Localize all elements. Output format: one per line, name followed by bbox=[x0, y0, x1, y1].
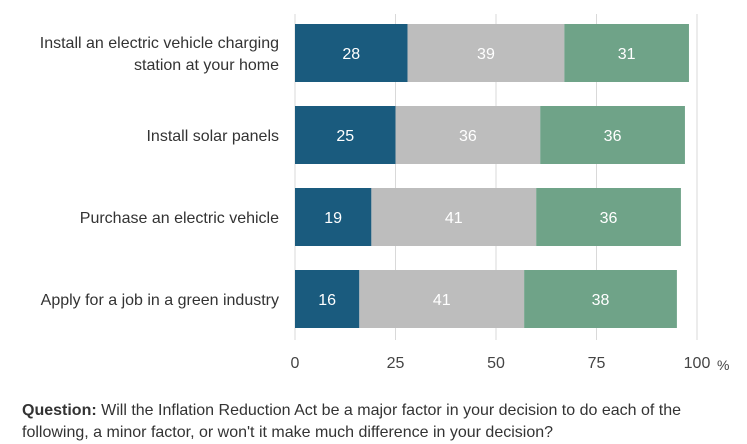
data-label: 16 bbox=[318, 292, 336, 309]
x-tick-label: 50 bbox=[487, 355, 505, 372]
x-unit-label: % bbox=[717, 357, 729, 373]
data-label: 25 bbox=[336, 128, 354, 145]
stacked-bar-chart: 28 39 31 25 36 36 19 41 36 16 41 38 Install an elec… bbox=[40, 14, 730, 373]
question-label: Question: bbox=[22, 402, 97, 419]
data-label: 36 bbox=[459, 128, 477, 145]
bar-segment bbox=[540, 106, 685, 164]
question-text-2: following, a minor factor, or won't it m… bbox=[22, 424, 554, 441]
category-labels: Install an electric vehicle charging stat… bbox=[40, 35, 279, 309]
data-label: 36 bbox=[604, 128, 622, 145]
x-tick-label: 0 bbox=[291, 355, 300, 372]
data-label: 39 bbox=[477, 46, 495, 63]
bar-segment bbox=[564, 24, 689, 82]
bars: 28 39 31 25 36 36 19 41 36 16 41 38 bbox=[295, 24, 689, 328]
data-label: 36 bbox=[600, 210, 618, 227]
data-label: 31 bbox=[618, 46, 636, 63]
data-label: 19 bbox=[324, 210, 342, 227]
x-tick-labels: 0 25 50 75 100% bbox=[291, 355, 730, 373]
question-note: Question: Will the Inflation Reduction A… bbox=[22, 400, 722, 444]
category-label: Apply for a job in a green industry bbox=[41, 292, 279, 309]
bar-segment bbox=[295, 188, 372, 246]
bar-segment bbox=[395, 106, 541, 164]
bar-segment bbox=[536, 188, 681, 246]
category-label: Install an electric vehicle charging bbox=[40, 35, 279, 52]
bar-segment bbox=[407, 24, 565, 82]
data-label: 28 bbox=[342, 46, 360, 63]
bar-segment bbox=[359, 270, 525, 328]
data-label: 38 bbox=[592, 292, 610, 309]
x-tick-label: 75 bbox=[588, 355, 606, 372]
question-text: Will the Inflation Reduction Act be a ma… bbox=[101, 402, 681, 419]
bar-segment bbox=[295, 106, 396, 164]
category-label: Install solar panels bbox=[146, 128, 279, 145]
bar-segment bbox=[295, 24, 408, 82]
category-label: Purchase an electric vehicle bbox=[80, 210, 279, 227]
data-label: 41 bbox=[445, 210, 463, 227]
bar-segment bbox=[524, 270, 677, 328]
category-label: station at your home bbox=[134, 57, 279, 74]
bar-segment bbox=[371, 188, 537, 246]
x-tick-label: 100 bbox=[684, 355, 711, 372]
data-label: 41 bbox=[433, 292, 451, 309]
bar-segment bbox=[295, 270, 360, 328]
x-tick-label: 25 bbox=[387, 355, 405, 372]
